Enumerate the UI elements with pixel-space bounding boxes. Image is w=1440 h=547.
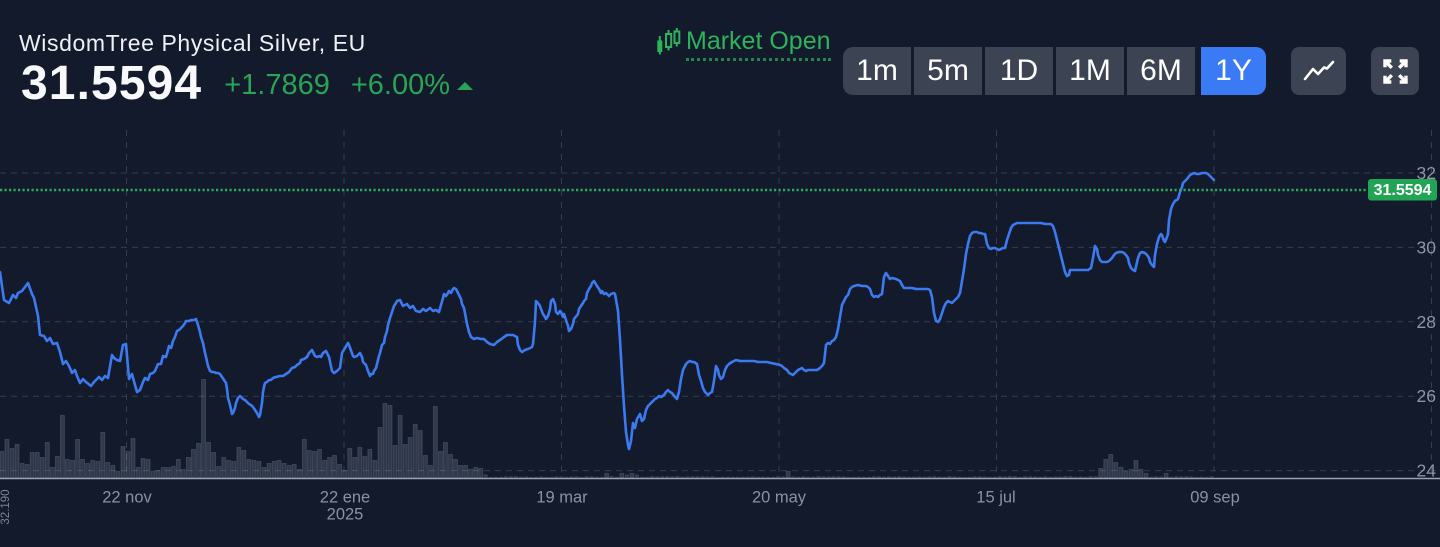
svg-text:31.5594: 31.5594 <box>1374 182 1432 199</box>
svg-text:24: 24 <box>1417 461 1437 481</box>
svg-text:19 mar: 19 mar <box>536 489 588 507</box>
svg-text:22 ene: 22 ene <box>320 489 370 507</box>
svg-text:26: 26 <box>1417 386 1436 406</box>
svg-text:15 jul: 15 jul <box>976 489 1015 507</box>
svg-text:22 nov: 22 nov <box>102 489 152 507</box>
svg-text:30: 30 <box>1417 237 1437 257</box>
svg-text:20 may: 20 may <box>752 489 807 507</box>
svg-text:2025: 2025 <box>327 506 364 524</box>
svg-text:32: 32 <box>1417 163 1436 183</box>
svg-text:32.190: 32.190 <box>0 489 12 524</box>
svg-text:09 sep: 09 sep <box>1190 489 1240 507</box>
svg-text:28: 28 <box>1417 312 1436 332</box>
